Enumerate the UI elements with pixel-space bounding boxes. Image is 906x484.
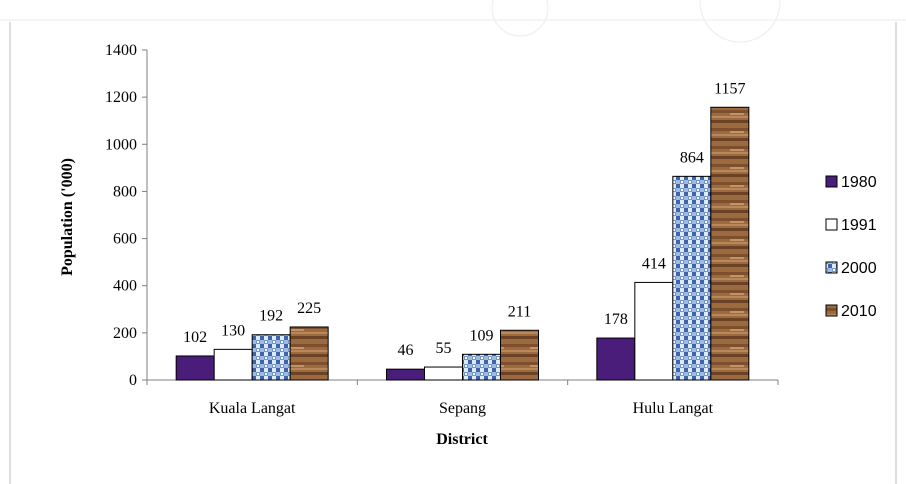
x-tick-label: Sepang [439, 400, 486, 417]
legend-swatch-2010 [825, 304, 838, 317]
y-axis-title: Population ('000) [59, 158, 76, 276]
data-label: 211 [508, 303, 531, 320]
y-tick-label: 1400 [105, 42, 137, 59]
data-label: 414 [642, 255, 666, 272]
data-label: 864 [680, 149, 704, 166]
bar-1980-kuala-langat [175, 355, 215, 381]
y-tick-label: 600 [113, 231, 137, 248]
plot-area: 0 200 400 600 800 1000 1200 1400 102 130 192 225 Kua… [105, 42, 779, 417]
bar-1980-hulu-langat [596, 337, 636, 381]
bar-2010-sepang [500, 329, 539, 381]
y-tick-label: 1200 [105, 89, 137, 106]
data-label: 1157 [714, 80, 745, 97]
legend-swatch-1980 [825, 175, 838, 188]
bar-1991-sepang [424, 366, 463, 381]
bar-1980-sepang [386, 368, 425, 381]
legend-swatch-1991 [825, 218, 838, 231]
data-label: 46 [398, 342, 414, 359]
data-label: 178 [604, 311, 628, 328]
data-label: 130 [221, 322, 245, 339]
x-axis-title: District [436, 431, 488, 448]
bar-2000-hulu-langat [672, 175, 712, 381]
y-tick-label: 200 [113, 325, 137, 342]
x-tick-label: Hulu Langat [633, 400, 714, 417]
y-tick-label: 0 [129, 372, 137, 389]
data-label: 192 [259, 308, 283, 325]
background-decoration [0, 0, 906, 43]
bar-1991-kuala-langat [213, 348, 253, 381]
legend-swatch-2000 [825, 261, 838, 274]
y-tick-label: 1000 [105, 136, 137, 153]
y-tick-label: 400 [113, 278, 137, 295]
data-label: 109 [470, 327, 494, 344]
legend-label: 2010 [841, 303, 877, 320]
bar-1991-hulu-langat [634, 281, 674, 381]
bar-2010-hulu-langat [710, 106, 750, 381]
y-tick-label: 800 [113, 183, 137, 200]
bar-2000-sepang [462, 353, 501, 381]
x-tick-label: Kuala Langat [209, 400, 296, 417]
data-label: 102 [183, 329, 207, 346]
data-label: 55 [436, 340, 452, 357]
legend-label: 1980 [841, 174, 877, 191]
data-label: 225 [297, 300, 321, 317]
legend-label: 1991 [841, 217, 877, 234]
bar-2010-kuala-langat [289, 326, 329, 381]
legend: 1980 1991 2000 2010 [825, 174, 877, 320]
bar-2000-kuala-langat [251, 334, 291, 381]
legend-label: 2000 [841, 260, 877, 277]
